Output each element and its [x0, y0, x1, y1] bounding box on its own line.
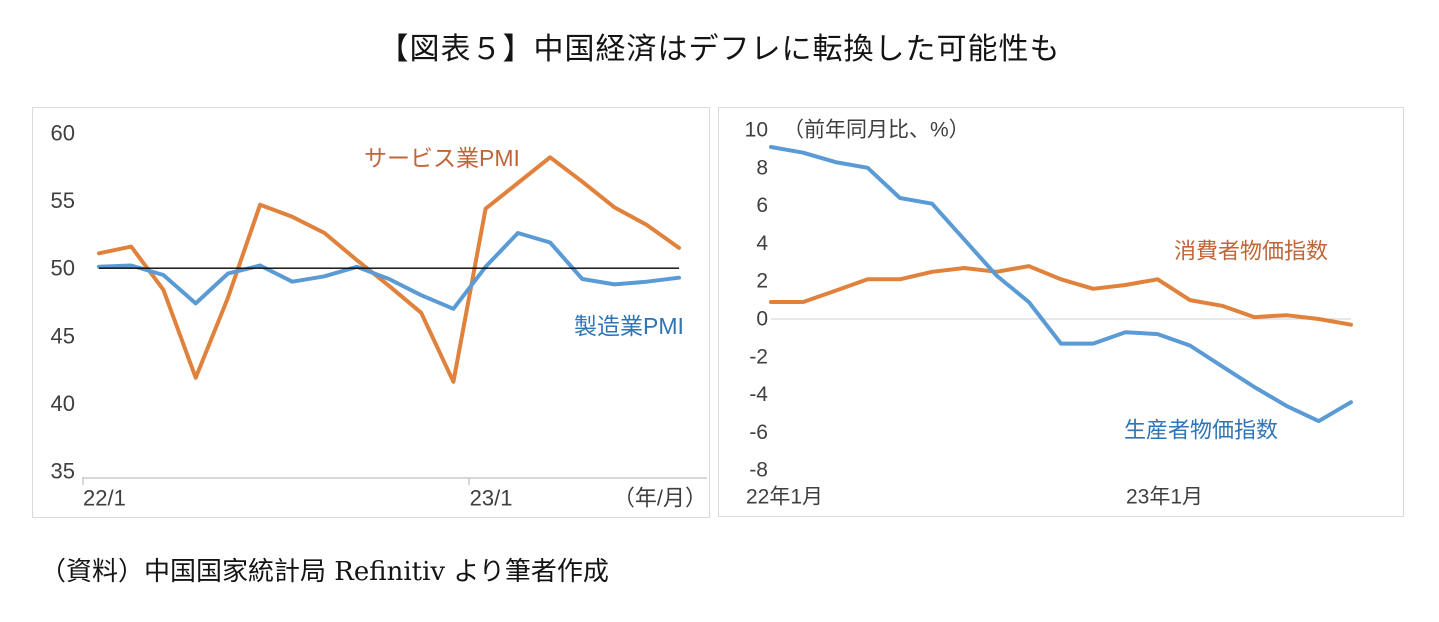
series-line-blue [769, 145, 1353, 424]
series-line-orange [97, 155, 681, 384]
y-tick-label: 50 [51, 256, 75, 281]
page-title: 【図表５】中国経済はデフレに転換した可能性も [378, 32, 1061, 67]
series-line-orange [769, 264, 1353, 327]
y-tick-label: 6 [756, 194, 768, 217]
series-label: 消費者物価指数 [1174, 239, 1328, 264]
series-label: 製造業PMI [574, 313, 684, 339]
y-tick-label: -2 [749, 345, 768, 368]
x-tick-label: 22/1 [83, 486, 126, 511]
series-line-blue [97, 231, 681, 311]
y-tick-label: -8 [749, 459, 768, 482]
left-chart-panel: 60 55 50 45 40 35 22/1 23/1 （年/月） サービス業PMI 製造業PMI [32, 107, 710, 518]
y-axis-unit-note: （前年同月比、%） [783, 119, 970, 142]
y-tick-label: -6 [749, 421, 768, 444]
series-label: 生産者物価指数 [1124, 418, 1278, 443]
y-tick-label: 60 [51, 121, 75, 146]
source-caption: （資料）中国国家統計局 Refinitiv より筆者作成 [40, 557, 609, 587]
y-tick-label: 10 [745, 119, 768, 142]
y-tick-label: 55 [51, 188, 75, 213]
y-tick-label: 4 [756, 232, 768, 255]
right-chart-panel: 10 8 6 4 2 0 -2 -4 -6 -8 22年1月 23年1月 （前年同月比、%） 消費者物価指… [718, 107, 1404, 517]
x-tick-label: 23/1 [470, 486, 513, 511]
left-chart-svg: 60 55 50 45 40 35 22/1 23/1 （年/月） サービス業PMI 製造業PMI [51, 121, 707, 511]
right-chart-svg: 10 8 6 4 2 0 -2 -4 -6 -8 22年1月 23年1月 （前年同月比、%） 消費者物価指… [745, 119, 1353, 509]
x-tick-label: 23年1月 [1126, 486, 1203, 509]
series-label: サービス業PMI [364, 145, 520, 171]
y-tick-label: 40 [51, 391, 75, 416]
y-tick-label: 35 [51, 459, 75, 484]
y-tick-label: 45 [51, 323, 75, 348]
x-tick-label: 22年1月 [746, 486, 823, 509]
x-axis-unit-note: （年/月） [613, 486, 707, 511]
y-tick-label: 8 [756, 156, 768, 179]
y-tick-label: -4 [749, 383, 768, 406]
y-tick-label: 2 [756, 270, 768, 293]
y-tick-label: 0 [756, 308, 768, 331]
